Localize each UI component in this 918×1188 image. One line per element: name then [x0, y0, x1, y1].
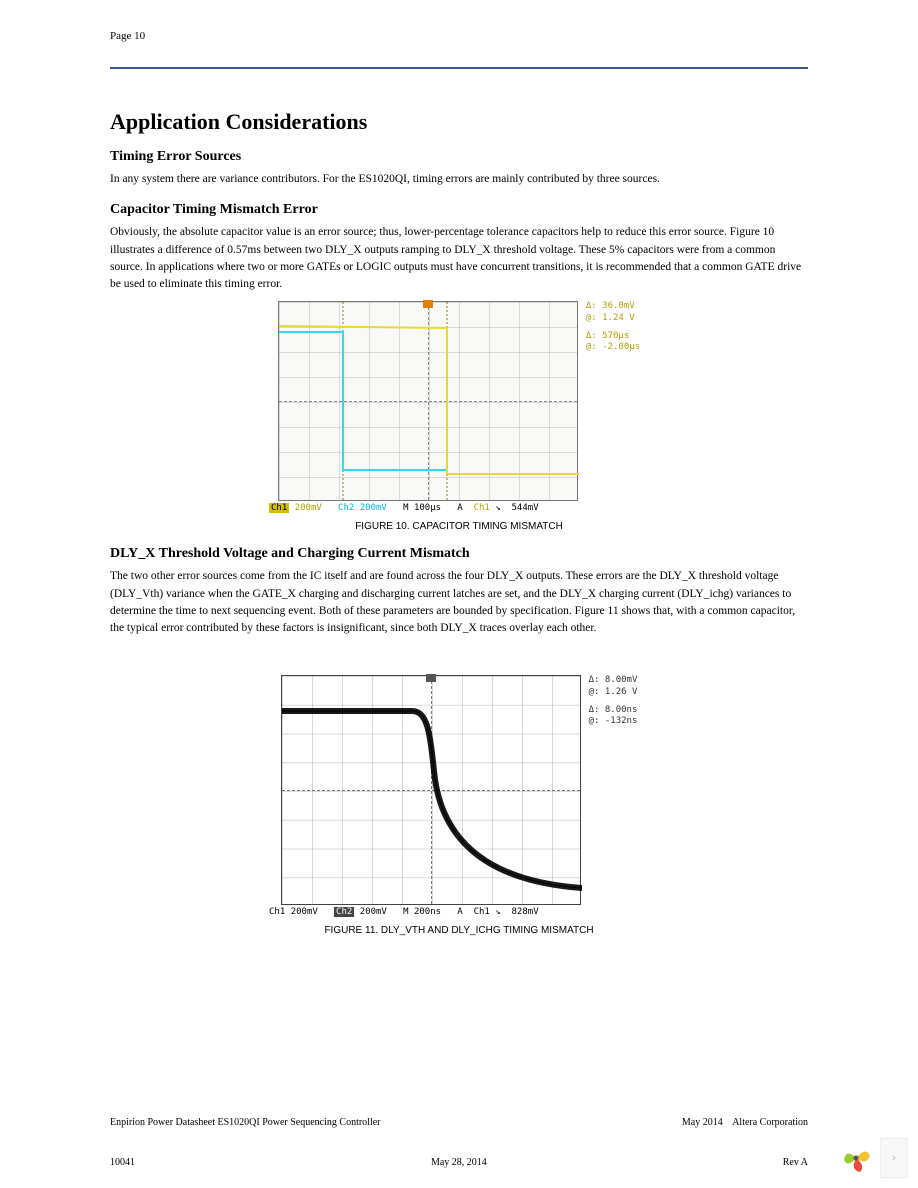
dly-mismatch-body: The two other error sources come from th… [110, 568, 808, 637]
capacitor-mismatch-body: Obviously, the absolute capacitor value … [110, 224, 808, 293]
next-page-button[interactable]: › [880, 1138, 908, 1178]
capacitor-mismatch-title: Capacitor Timing Mismatch Error [110, 202, 808, 218]
scope2-grid [281, 675, 581, 905]
figure-10-caption: FIGURE 10. CAPACITOR TIMING MISMATCH [110, 521, 808, 532]
dly-mismatch-title: DLY_X Threshold Voltage and Charging Cur… [110, 546, 808, 562]
scope2-bottom-readout: Ch1 200mV Ch2 200mV M 200ns A Ch1 ↘ 828m… [269, 907, 649, 917]
figure-11: Δ: 8.00mV @: 1.26 V Δ: 8.00ns @: -132ns … [110, 645, 808, 936]
scope2-readout: Δ: 8.00mV @: 1.26 V Δ: 8.00ns @: -132ns [585, 675, 638, 728]
page-footer-2: 10041 May 28, 2014 Rev A [110, 1157, 808, 1168]
scope1-waveforms [279, 302, 579, 502]
timing-error-sources-body: In any system there are variance contrib… [110, 171, 808, 188]
footer2-center: May 28, 2014 [431, 1157, 487, 1168]
header-rule [110, 67, 808, 69]
footer-left: Enpirion Power Datasheet ES1020QI Power … [110, 1117, 381, 1128]
section-title: Application Considerations [110, 109, 808, 135]
footer2-left: 10041 [110, 1157, 135, 1168]
footer-right: Altera Corporation [732, 1117, 808, 1128]
timing-error-sources-title: Timing Error Sources [110, 149, 808, 165]
figure-11-caption: FIGURE 11. DLY_VTH AND DLY_ICHG TIMING M… [110, 925, 808, 936]
footer-date: May 2014 [682, 1117, 723, 1128]
scope1-grid [278, 301, 578, 501]
app-logo-icon [836, 1138, 876, 1178]
scope1-bottom-readout: Ch1 200mV Ch2 200mV M 100μs A Ch1 ↘ 544m… [269, 503, 649, 513]
figure-10: Δ: 36.0mV @: 1.24 V Δ: 570μs @: -2.00μs … [110, 301, 808, 532]
page-footer-1: Enpirion Power Datasheet ES1020QI Power … [110, 1117, 808, 1128]
page-number: Page 10 [110, 0, 808, 42]
footer2-right: Rev A [783, 1157, 808, 1168]
scope2-waveform [282, 676, 582, 906]
scope1-readout: Δ: 36.0mV @: 1.24 V Δ: 570μs @: -2.00μs [582, 301, 640, 354]
